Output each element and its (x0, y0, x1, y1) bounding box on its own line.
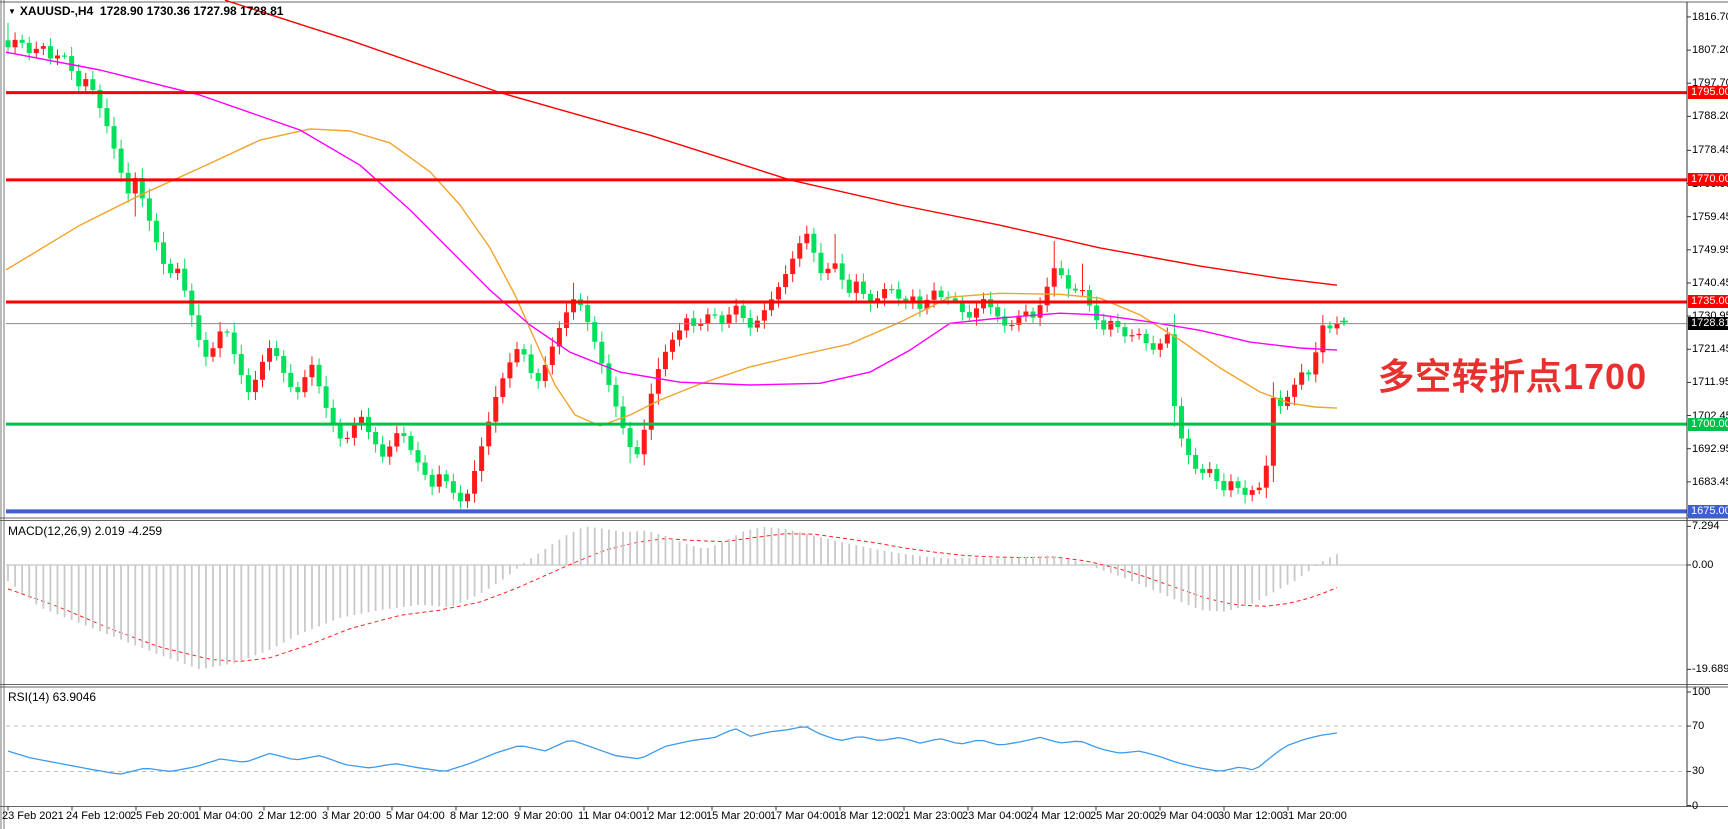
last-price-marker-icon (1340, 317, 1348, 326)
ma-red-long[interactable] (224, 0, 1338, 286)
ma-magenta[interactable] (5, 51, 1338, 386)
macd-histogram (7, 526, 1338, 670)
rsi-pane[interactable] (6, 725, 1687, 775)
rsi-line (7, 726, 1338, 775)
ma-orange[interactable] (5, 128, 1338, 427)
